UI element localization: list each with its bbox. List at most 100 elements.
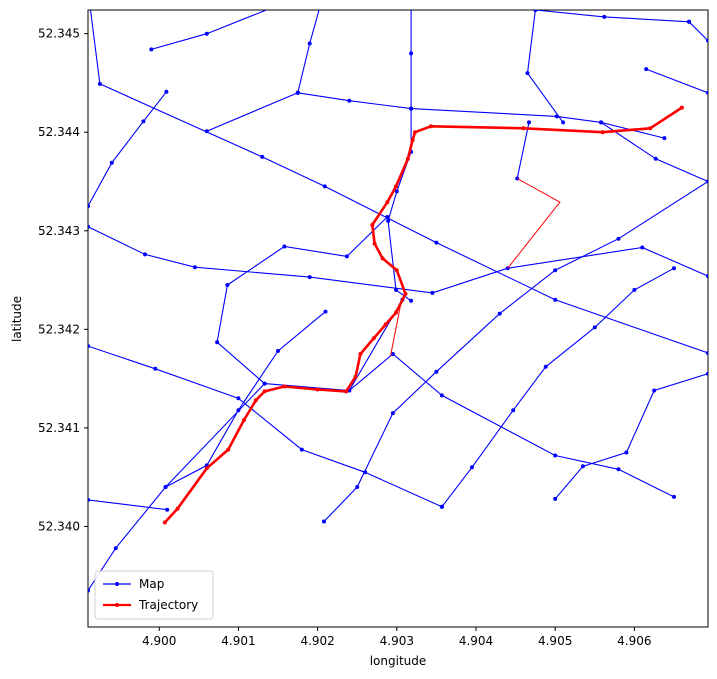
map-node — [109, 160, 114, 165]
trajectory-point — [521, 126, 526, 131]
map-segment — [323, 181, 708, 522]
trajectory-point — [403, 291, 408, 296]
map-node — [344, 254, 349, 259]
map-node — [434, 240, 439, 245]
map-node — [543, 364, 548, 369]
trajectory-point — [413, 130, 417, 135]
trajectory-point — [315, 387, 320, 392]
map-node — [204, 129, 209, 134]
map-node — [394, 287, 398, 292]
map-node — [299, 447, 304, 452]
legend-map-marker — [115, 582, 119, 586]
map-node — [662, 136, 667, 141]
map-node — [143, 252, 147, 257]
map-node — [204, 31, 209, 36]
y-tick-label: 52.345 — [38, 27, 80, 41]
y-tick-label: 52.340 — [38, 519, 80, 533]
trajectory-point — [394, 268, 399, 273]
trajectory-point — [282, 384, 287, 389]
map-node — [592, 325, 597, 330]
map-node — [323, 309, 328, 314]
trajectory-line — [163, 106, 683, 524]
y-tick-label: 52.342 — [38, 322, 80, 336]
map-node — [409, 298, 414, 303]
map-node — [561, 120, 566, 125]
trajectory-point — [353, 374, 358, 379]
map-node — [88, 588, 90, 593]
legend-box — [94, 570, 214, 620]
map-segment — [297, 92, 665, 139]
map-node — [632, 287, 637, 292]
map-node — [706, 371, 708, 376]
map-node — [390, 352, 395, 356]
map-node — [616, 236, 621, 241]
map-node — [88, 344, 90, 349]
map-node — [706, 90, 708, 95]
x-tick-label: 4.906 — [617, 634, 651, 648]
map-node — [386, 218, 391, 223]
map-node — [644, 67, 649, 72]
map-node — [282, 244, 287, 249]
x-tick-label: 4.904 — [459, 634, 493, 648]
map-node — [434, 369, 439, 374]
trajectory-point — [175, 506, 180, 511]
map-node — [439, 393, 444, 398]
map-node — [307, 275, 312, 280]
trajectory-point — [262, 389, 267, 394]
map-segment — [216, 216, 403, 392]
map-node — [616, 467, 621, 472]
map-series — [88, 2, 708, 593]
map-segment — [88, 226, 708, 294]
trajectory-point — [344, 389, 349, 394]
map-node — [192, 265, 197, 270]
map-node — [88, 204, 90, 209]
trajectory-series — [162, 105, 684, 525]
trajectory-point — [394, 310, 398, 315]
map-node — [279, 2, 283, 6]
map-node — [706, 38, 708, 43]
map-node — [640, 245, 645, 250]
map-segment — [688, 21, 708, 41]
map-segment — [206, 92, 299, 132]
trajectory-point — [372, 241, 377, 246]
legend: Map Trajectory — [94, 570, 214, 620]
x-axis: 4.900 4.901 4.902 4.903 4.904 4.905 4.906 — [142, 627, 652, 648]
map-node — [706, 274, 708, 279]
x-tick-label: 4.903 — [380, 634, 414, 648]
trajectory-point — [679, 105, 684, 110]
map-segment — [516, 122, 530, 179]
trajectory-point — [358, 352, 363, 356]
map-node — [322, 184, 327, 189]
map-node — [163, 485, 168, 489]
map-segment — [88, 345, 443, 508]
y-tick-label: 52.341 — [38, 421, 80, 435]
map-segment — [88, 499, 168, 511]
map-node — [624, 450, 629, 455]
trajectory-point — [385, 200, 390, 205]
map-node — [533, 10, 538, 12]
map-node — [470, 465, 474, 470]
map-node — [687, 19, 691, 24]
map-node — [141, 119, 146, 124]
trajectory-point — [371, 336, 376, 341]
map-node — [347, 98, 352, 103]
legend-trajectory-marker — [115, 603, 119, 607]
map-node — [553, 297, 558, 302]
map-node — [322, 519, 326, 524]
map-node — [706, 351, 708, 355]
map-node — [390, 411, 395, 416]
map-node — [409, 106, 414, 111]
trajectory-point — [162, 520, 167, 525]
trajectory-point — [600, 130, 605, 135]
map-node — [599, 120, 604, 125]
map-node — [97, 81, 102, 86]
x-tick-label: 4.901 — [221, 634, 255, 648]
trajectory-point — [370, 222, 375, 227]
map-node — [236, 396, 241, 401]
trajectory-point — [394, 184, 398, 189]
map-node — [153, 366, 158, 371]
legend-trajectory-label: Trajectory — [138, 598, 198, 612]
map-node — [430, 290, 435, 295]
map-node — [602, 14, 607, 19]
